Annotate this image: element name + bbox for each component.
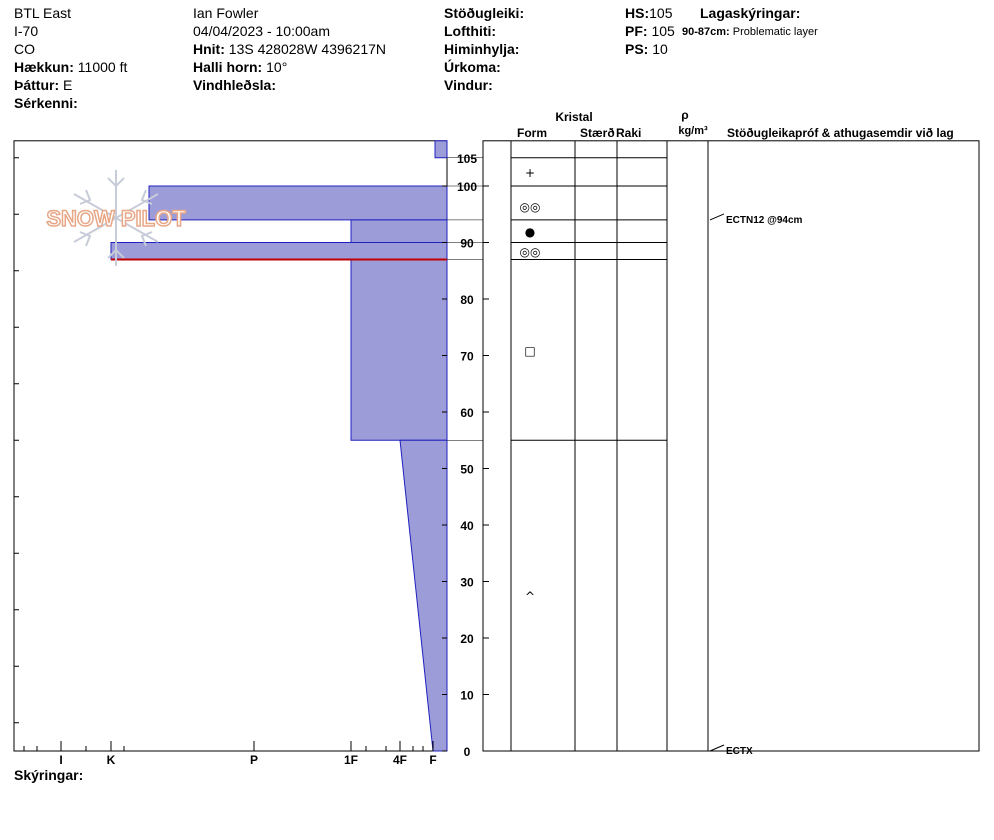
- aspect-label: Þáttur:: [14, 77, 60, 93]
- precip-label: Úrkoma:: [444, 59, 501, 75]
- height-tick-label: 50: [460, 463, 474, 477]
- layer-legend: Lagaskýringar:: [700, 4, 800, 22]
- observer-name: Ian Fowler: [193, 5, 259, 21]
- wind-label: Vindur:: [444, 77, 493, 93]
- hardness-tick-label: 4F: [393, 753, 407, 767]
- hardness-bar: [350, 219, 448, 243]
- snowpilot-logo: SNOW PILOT: [46, 170, 187, 266]
- legend-entry: 90-87cm: Problematic layer: [682, 23, 818, 41]
- route-name: I-70: [14, 23, 39, 39]
- header-density-unit: kg/m³: [678, 125, 708, 137]
- hs-value: 105: [649, 5, 673, 21]
- hardness-tick-label: K: [107, 753, 116, 767]
- slope-label: Halli horn:: [193, 59, 263, 75]
- aspect-row: Þáttur: E: [14, 76, 127, 94]
- height-tick-label: 100: [457, 180, 477, 194]
- legend-range: 90-87cm:: [682, 26, 730, 38]
- height-tick-label: 0: [464, 745, 471, 759]
- snow-depth-info: HS:105 PF: 105 PS: 10: [625, 4, 675, 58]
- crystal-form-symbol: ^: [525, 590, 535, 604]
- hardness-tick-label: F: [429, 753, 436, 767]
- notes-row: Skýringar:: [14, 766, 83, 784]
- stability-test-label: ECTX: [726, 746, 753, 757]
- air-temp-label: Lofthiti:: [444, 23, 497, 39]
- height-tick-label: 105: [457, 152, 477, 166]
- hardness-bar: [148, 185, 448, 221]
- crystal-form-symbol: ●: [525, 225, 535, 239]
- station-info: BTL East I-70 CO Hækkun: 11000 ft Þáttur…: [14, 4, 127, 112]
- header-density-symbol: ρ: [681, 108, 688, 122]
- hardness-bar: [350, 258, 448, 441]
- wind-loading-row: Vindhleðsla:: [193, 76, 386, 94]
- elevation-row: Hækkun: 11000 ft: [14, 58, 127, 76]
- observation-datetime: 04/04/2023 - 10:00am: [193, 23, 330, 39]
- notes-label: Skýringar:: [14, 767, 84, 783]
- slope-row: Halli horn: 10°: [193, 58, 386, 76]
- crystal-form-symbol: +: [525, 166, 535, 180]
- coords-label: Hnit:: [193, 41, 225, 57]
- header-form: Form: [517, 126, 547, 140]
- height-tick-label: 60: [460, 406, 474, 420]
- header-comments: Stöðugleikapróf & athugasemdir við lag: [727, 126, 954, 140]
- header-crystal: Kristal: [555, 110, 592, 124]
- header-moisture: Raki: [616, 126, 641, 140]
- crystal-form-symbol: □: [524, 344, 535, 358]
- slope-value: 10°: [266, 59, 288, 75]
- logo-text: SNOW PILOT: [46, 206, 186, 231]
- snowflake-icon: [73, 170, 159, 266]
- ps-value: 10: [652, 41, 668, 57]
- stability-test-label: ECTN12 @94cm: [726, 215, 803, 226]
- ps-row: PS: 10: [625, 40, 675, 58]
- weather-info: Stöðugleiki: Lofthiti: Himinhylja: Úrkom…: [444, 4, 524, 94]
- pf-label: PF:: [625, 23, 648, 39]
- test-pointer: [709, 213, 725, 221]
- height-tick-label: 10: [460, 689, 474, 703]
- crystal-form-symbol: ◎◎: [520, 200, 541, 214]
- pf-value: 105: [651, 23, 675, 39]
- aspect-value: E: [63, 77, 73, 93]
- height-tick-label: 40: [460, 519, 474, 533]
- legend-text: Problematic layer: [732, 26, 818, 38]
- coords-row: Hnit: 13S 428028W 4396217N: [193, 40, 386, 58]
- hardness-tick-label: P: [250, 753, 258, 767]
- elevation-value: 11000 ft: [77, 59, 128, 75]
- pf-row: PF: 105: [625, 22, 675, 40]
- hardness-tick-label: 1F: [344, 753, 358, 767]
- height-tick-label: 30: [460, 576, 474, 590]
- elevation-label: Hækkun:: [14, 59, 74, 75]
- crystal-form-symbol: ◎◎: [520, 245, 541, 259]
- height-tick-label: 70: [460, 350, 474, 364]
- features-row: Sérkenni:: [14, 94, 127, 112]
- height-tick-label: 80: [460, 293, 474, 307]
- features-label: Sérkenni:: [14, 95, 78, 111]
- test-pointer: [709, 744, 725, 752]
- wind-loading-label: Vindhleðsla:: [193, 77, 276, 93]
- header-size: Stærð: [580, 126, 615, 140]
- hardness-bar: [434, 140, 448, 159]
- hs-row: HS:105: [625, 4, 675, 22]
- location-name: BTL East: [14, 5, 72, 21]
- sky-label: Himinhylja:: [444, 41, 520, 57]
- coords-value: 13S 428028W 4396217N: [228, 41, 387, 57]
- height-tick-label: 90: [460, 237, 474, 251]
- legend-title: Lagaskýringar:: [700, 5, 801, 21]
- ps-label: PS:: [625, 41, 649, 57]
- observer-info: Ian Fowler 04/04/2023 - 10:00am Hnit: 13…: [193, 4, 386, 94]
- hardness-bar: [399, 439, 448, 752]
- stability-label: Stöðugleiki:: [444, 5, 525, 21]
- hs-label: HS:: [625, 5, 650, 21]
- height-tick-label: 20: [460, 632, 474, 646]
- layer-table-frame: [482, 140, 980, 752]
- hardness-tick-label: I: [59, 753, 62, 767]
- state-name: CO: [14, 41, 35, 57]
